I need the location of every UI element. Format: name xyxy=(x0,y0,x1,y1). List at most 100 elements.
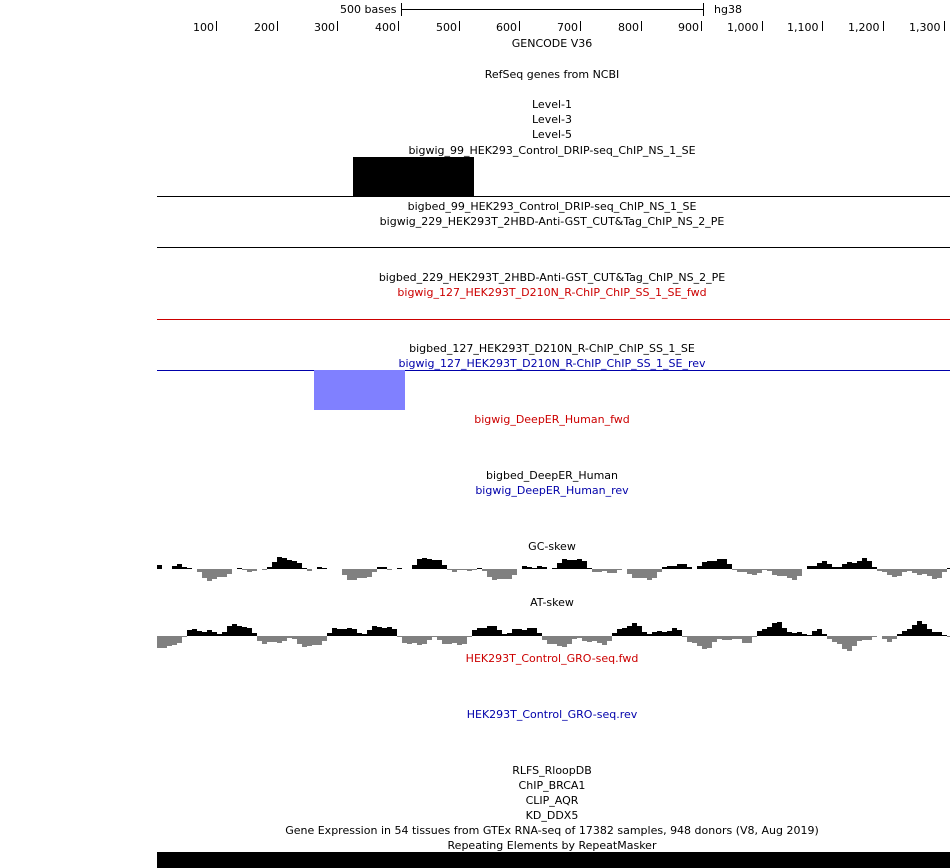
at-skew-wiggle-bar xyxy=(162,636,167,648)
gc-skew-wiggle-bar xyxy=(272,562,277,569)
gc-skew-wiggle-bar xyxy=(697,566,702,569)
gc-skew-wiggle-bar xyxy=(422,558,427,569)
repeatmasker-element-bar[interactable] xyxy=(157,852,950,868)
gc-skew-wiggle-bar xyxy=(742,569,747,572)
gc-skew-wiggle-bar xyxy=(367,569,372,577)
gc-skew-wiggle-bar xyxy=(577,559,582,569)
track-label-bigbed-127[interactable]: bigbed_127_HEK293T_D210N_R-ChIP_ChIP_SS_… xyxy=(409,342,695,355)
gc-skew-wiggle-bar xyxy=(222,569,227,577)
track-label-level1[interactable]: Level-1 xyxy=(531,98,573,111)
gc-skew-wiggle-bar xyxy=(187,568,192,569)
track-label-clip-aqr[interactable]: CLIP_AQR xyxy=(525,794,579,807)
track-label-bigwig-229[interactable]: bigwig_229_HEK293T_2HBD-Anti-GST_CUT&Tag… xyxy=(379,215,725,228)
gc-skew-wiggle-bar xyxy=(532,568,537,569)
track-label-repeatmasker[interactable]: Repeating Elements by RepeatMasker xyxy=(447,839,657,852)
at-skew-wiggle-bar xyxy=(797,632,802,636)
gc-skew-wiggle-bar xyxy=(492,569,497,580)
gc-skew-wiggle-bar xyxy=(432,560,437,569)
at-skew-wiggle-bar xyxy=(707,636,712,648)
at-skew-wiggle-bar xyxy=(387,627,392,636)
gc-skew-wiggle-bar xyxy=(667,566,672,569)
gc-skew-wiggle-bar xyxy=(617,569,622,570)
track-label-gencode[interactable]: GENCODE V36 xyxy=(511,37,593,50)
ruler-tick-label: 300 xyxy=(314,21,335,34)
at-skew-wiggle-bar xyxy=(587,636,592,642)
at-skew-wiggle-bar xyxy=(552,636,557,644)
at-skew-wiggle-bar xyxy=(287,636,292,638)
track-label-refseq[interactable]: RefSeq genes from NCBI xyxy=(484,68,620,81)
gc-skew-wiggle-bar xyxy=(652,569,657,578)
gc-skew-wiggle-bar xyxy=(592,569,597,572)
gc-skew-wiggle-bar xyxy=(157,565,162,569)
at-skew-wiggle-bar xyxy=(802,634,807,636)
track-label-deeper-rev[interactable]: bigwig_DeepER_Human_rev xyxy=(475,484,629,497)
at-skew-wiggle-bar xyxy=(637,626,642,636)
track-label-gro-fwd[interactable]: HEK293T_Control_GRO-seq.fwd xyxy=(465,652,639,665)
at-skew-wiggle-bar xyxy=(447,636,452,644)
at-skew-wiggle-bar xyxy=(402,636,407,643)
gc-skew-wiggle-bar xyxy=(862,558,867,569)
at-skew-wiggle-bar xyxy=(672,628,677,636)
at-skew-wiggle-bar xyxy=(937,632,942,636)
gc-skew-wiggle-bar xyxy=(882,569,887,572)
track-label-rlfs[interactable]: RLFS_RloopDB xyxy=(512,764,592,777)
track-label-gtex[interactable]: Gene Expression in 54 tissues from GTEx … xyxy=(285,824,819,837)
at-skew-wiggle-bar xyxy=(397,636,402,637)
ruler-tick xyxy=(216,21,217,31)
at-skew-wiggle-bar xyxy=(857,636,862,641)
scale-bar-left-cap xyxy=(401,3,402,16)
scale-bar-right-cap xyxy=(703,3,704,16)
track-label-deeper-bed[interactable]: bigbed_DeepER_Human xyxy=(485,469,619,482)
at-skew-wiggle-bar xyxy=(767,627,772,636)
gc-skew-wiggle-bar xyxy=(702,562,707,569)
at-skew-wiggle-bar xyxy=(312,636,317,645)
at-skew-wiggle-bar xyxy=(832,636,837,642)
at-skew-wiggle-bar xyxy=(427,636,432,640)
track-label-deeper-fwd[interactable]: bigwig_DeepER_Human_fwd xyxy=(474,413,630,426)
track-label-level5[interactable]: Level-5 xyxy=(531,128,573,141)
gc-skew-wiggle-bar xyxy=(267,567,272,569)
gc-skew-wiggle-bar xyxy=(657,569,662,572)
at-skew-wiggle-bar xyxy=(812,631,817,636)
bigwig-99-signal-block[interactable] xyxy=(353,157,474,197)
at-skew-wiggle-bar xyxy=(527,628,532,636)
gc-skew-wiggle-bar xyxy=(707,561,712,569)
bigwig-127-rev-signal-block[interactable] xyxy=(314,370,405,410)
at-skew-wiggle-bar xyxy=(922,624,927,636)
track-label-bigwig-127-rev[interactable]: bigwig_127_HEK293T_D210N_R-ChIP_ChIP_SS_… xyxy=(398,357,706,370)
gc-skew-wiggle-bar xyxy=(487,569,492,577)
track-label-chip-brca1[interactable]: ChIP_BRCA1 xyxy=(518,779,586,792)
gc-skew-wiggle-bar xyxy=(922,569,927,574)
gc-skew-wiggle-bar xyxy=(347,569,352,580)
at-skew-wiggle-bar xyxy=(322,636,327,641)
track-label-at-skew[interactable]: AT-skew xyxy=(530,596,574,609)
gc-skew-wiggle-bar xyxy=(207,569,212,581)
gc-skew-wiggle-bar xyxy=(897,569,902,576)
track-label-kd-ddx5[interactable]: KD_DDX5 xyxy=(525,809,579,822)
gc-skew-wiggle-bar xyxy=(847,562,852,569)
track-label-bigwig-99[interactable]: bigwig_99_HEK293_Control_DRIP-seq_ChIP_N… xyxy=(408,144,696,157)
track-label-bigwig-127-fwd[interactable]: bigwig_127_HEK293T_D210N_R-ChIP_ChIP_SS_… xyxy=(397,286,707,299)
at-skew-wiggle-bar xyxy=(942,635,947,636)
track-label-gro-rev[interactable]: HEK293T_Control_GRO-seq.rev xyxy=(466,708,638,721)
at-skew-wiggle-bar xyxy=(697,636,702,646)
gc-skew-wiggle-bar xyxy=(747,569,752,574)
at-skew-wiggle-bar xyxy=(412,636,417,643)
at-skew-wiggle-bar xyxy=(787,632,792,636)
at-skew-wiggle-bar xyxy=(912,625,917,636)
gc-skew-wiggle-bar xyxy=(832,567,837,569)
at-skew-wiggle-bar xyxy=(437,636,442,640)
at-skew-wiggle-bar xyxy=(342,629,347,636)
at-skew-wiggle-bar xyxy=(792,633,797,636)
track-label-gc-skew[interactable]: GC-skew xyxy=(528,540,576,553)
track-label-level3[interactable]: Level-3 xyxy=(531,113,573,126)
at-skew-wiggle-bar xyxy=(337,629,342,636)
gc-skew-wiggle-bar xyxy=(677,564,682,569)
at-skew-wiggle-bar xyxy=(292,636,297,639)
track-label-bigbed-229[interactable]: bigbed_229_HEK293T_2HBD-Anti-GST_CUT&Tag… xyxy=(378,271,726,284)
gc-skew-wiggle-bar xyxy=(817,563,822,569)
track-label-bigbed-99[interactable]: bigbed_99_HEK293_Control_DRIP-seq_ChIP_N… xyxy=(407,200,697,213)
at-skew-wiggle-bar xyxy=(302,636,307,647)
at-skew-wiggle-bar xyxy=(817,629,822,636)
